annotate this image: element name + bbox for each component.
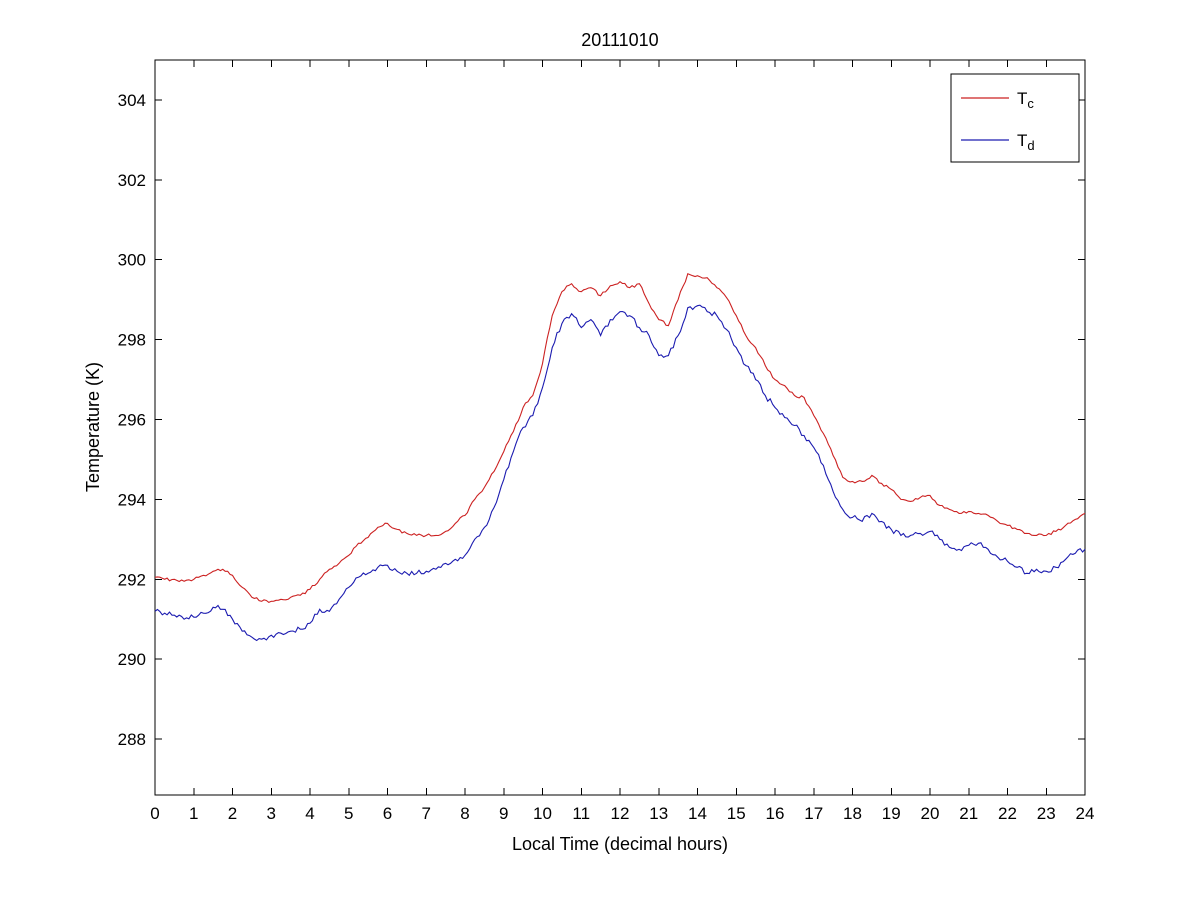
- x-tick-label: 9: [499, 804, 508, 823]
- legend: Tc Td: [950, 73, 1080, 163]
- y-axis-label: Temperature (K): [83, 362, 103, 492]
- y-tick-label: 294: [118, 490, 146, 509]
- y-tick-label: 300: [118, 251, 146, 270]
- x-tick-label: 6: [383, 804, 392, 823]
- y-tick-label: 302: [118, 171, 146, 190]
- y-tick-label: 304: [118, 91, 146, 110]
- x-tick-label: 22: [998, 804, 1017, 823]
- y-tick-label: 298: [118, 331, 146, 350]
- x-tick-label: 1: [189, 804, 198, 823]
- x-tick-label: 11: [572, 804, 590, 823]
- x-tick-label: 23: [1037, 804, 1056, 823]
- axes-box: [154, 59, 1086, 796]
- x-tick-label: 16: [766, 804, 785, 823]
- x-tick-label: 4: [305, 804, 314, 823]
- x-tick-label: 17: [804, 804, 823, 823]
- x-tick-label: 5: [344, 804, 353, 823]
- x-tick-label: 15: [727, 804, 746, 823]
- y-tick-label: 288: [118, 730, 146, 749]
- series-line-Td: [154, 304, 1086, 642]
- x-tick-label: 20: [921, 804, 940, 823]
- x-tick-label: 24: [1076, 804, 1095, 823]
- x-tick-label: 8: [460, 804, 469, 823]
- legend-label-Tc: Tc: [1017, 89, 1034, 111]
- y-tick-label: 296: [118, 411, 146, 430]
- y-tick-label: 292: [118, 570, 146, 589]
- x-tick-label: 10: [533, 804, 552, 823]
- chart-title: 20111010: [581, 30, 658, 50]
- series-line-Tc: [154, 272, 1086, 604]
- x-tick-label: 2: [228, 804, 237, 823]
- tick-labels: 0 1 2 3 4 5 6 7 8 9 10 11 12 13 14 15 16 17 18 19 20 21 22 23 24…: [118, 91, 1095, 823]
- x-tick-label: 21: [959, 804, 978, 823]
- x-tick-label: 18: [843, 804, 862, 823]
- data-series: [154, 272, 1086, 642]
- x-tick-label: 19: [882, 804, 901, 823]
- y-tick-label: 290: [118, 650, 146, 669]
- x-tick-label: 3: [267, 804, 276, 823]
- legend-label-Td: Td: [1017, 131, 1035, 153]
- x-tick-label: 0: [150, 804, 159, 823]
- x-axis-label: Local Time (decimal hours): [512, 834, 728, 854]
- x-tick-label: 14: [688, 804, 707, 823]
- x-tick-label: 7: [422, 804, 431, 823]
- x-tick-label: 13: [649, 804, 668, 823]
- x-tick-label: 12: [611, 804, 630, 823]
